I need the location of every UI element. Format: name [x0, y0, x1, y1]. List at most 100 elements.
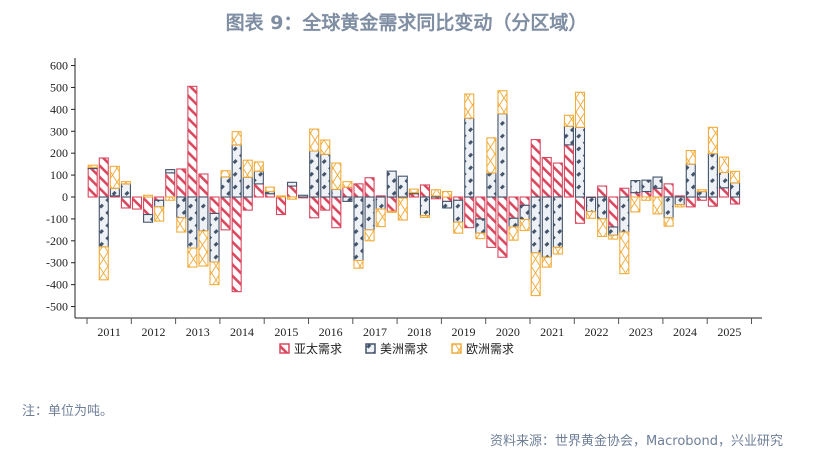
- bar-亚太需求-2023Q3: [641, 190, 652, 198]
- bar-美洲需求-2017Q2: [364, 196, 375, 231]
- bar-欧洲需求-2020Q3: [508, 226, 519, 241]
- bar-欧洲需求-2020Q2: [497, 90, 508, 115]
- bar-亚太需求-2014Q1: [220, 196, 231, 231]
- bar-亚太需求-2018Q3: [419, 184, 431, 198]
- legend-label-0: 亚太需求: [294, 341, 342, 356]
- bar-欧洲需求-2020Q4: [519, 219, 530, 232]
- bar-欧洲需求-2014Q3: [242, 159, 253, 178]
- bar-美洲需求-2012Q3: [154, 199, 165, 208]
- legend-swatch-0: [279, 343, 290, 354]
- bar-美洲需求-2024Q1: [663, 196, 674, 219]
- bar-欧洲需求-2021Q3: [552, 246, 563, 255]
- bar-亚太需求-2019Q3: [464, 196, 475, 229]
- bar-美洲需求-2018Q3: [419, 196, 431, 217]
- bar-欧洲需求-2021Q1: [530, 252, 541, 297]
- x-tick-label: 2020: [496, 325, 520, 339]
- bar-欧洲需求-2019Q4: [475, 232, 486, 240]
- bar-亚太需求-2013Q2: [187, 85, 198, 198]
- bar-欧洲需求-2011Q1: [87, 164, 98, 168]
- bar-欧洲需求-2014Q1: [220, 170, 231, 178]
- bar-欧洲需求-2013Q4: [209, 261, 220, 286]
- bar-欧洲需求-2012Q3: [154, 206, 165, 222]
- axes-layer: 600 500 400 300 200 100 0 -100 -200 -300 -400 -500 2…: [46, 58, 762, 339]
- bar-欧洲需求-2023Q1: [619, 231, 630, 275]
- bar-欧洲需求-2022Q3: [597, 218, 608, 237]
- bar-欧洲需求-2013Q2: [187, 247, 198, 268]
- bar-美洲需求-2014Q2: [231, 144, 242, 198]
- source-note: 资料来源：世界黄金协会，Macrobond，兴业研究: [489, 434, 783, 449]
- x-tick-label: 2025: [717, 325, 741, 339]
- x-tick-label: 2011: [97, 325, 121, 339]
- legend-swatch-2: [451, 343, 462, 354]
- bar-亚太需求-2022Q3: [597, 185, 608, 198]
- bar-美洲需求-2022Q2: [586, 196, 597, 213]
- x-tick-label: 2016: [319, 325, 343, 339]
- bar-欧洲需求-2021Q2: [541, 256, 552, 268]
- bar-美洲需求-2023Q4: [652, 176, 663, 189]
- bar-欧洲需求-2016Q1: [309, 128, 320, 152]
- bar-亚太需求-2025Q3: [729, 196, 741, 205]
- bar-亚太需求-2017Q1: [353, 183, 364, 198]
- x-tick-label: 2014: [230, 325, 254, 339]
- y-tick-label: 200: [50, 146, 68, 160]
- bar-欧洲需求-2018Q4: [430, 189, 442, 197]
- bar-亚太需求-2012Q2: [143, 196, 154, 216]
- y-tick-label: -200: [46, 234, 68, 248]
- x-tick-label: 2021: [540, 325, 564, 339]
- bar-美洲需求-2025Q2: [718, 171, 730, 189]
- bar-亚太需求-2020Q3: [508, 196, 519, 219]
- bar-亚太需求-2020Q4: [519, 196, 530, 206]
- legend-label-2: 欧洲需求: [466, 342, 514, 356]
- bars-layer: [87, 85, 741, 297]
- bar-美洲需求-2016Q3: [331, 188, 342, 198]
- bar-美洲需求-2015Q3: [286, 181, 298, 187]
- bar-美洲需求-2025Q1: [707, 153, 718, 198]
- bar-美洲需求-2023Q2: [630, 180, 641, 194]
- bar-欧洲需求-2016Q3: [331, 162, 342, 190]
- x-tick-label: 2017: [363, 325, 387, 339]
- bar-美洲需求-2019Q1: [442, 200, 453, 209]
- bar-亚太需求-2011Q2: [98, 157, 109, 198]
- bar-欧洲需求-2017Q2: [364, 229, 375, 242]
- bar-美洲需求-2017Q1: [353, 196, 364, 262]
- bar-亚太需求-2021Q4: [563, 144, 574, 198]
- bar-亚太需求-2019Q4: [475, 196, 486, 220]
- bar-美洲需求-2016Q2: [320, 153, 331, 198]
- y-tick-label: -500: [46, 300, 68, 314]
- bar-欧洲需求-2025Q3: [729, 170, 741, 184]
- x-tick-label: 2013: [186, 325, 210, 339]
- bar-欧洲需求-2011Q3: [109, 165, 120, 189]
- bar-亚太需求-2025Q1: [707, 196, 718, 207]
- bar-亚太需求-2015Q2: [275, 196, 287, 216]
- bar-欧洲需求-2023Q2: [630, 196, 641, 213]
- bar-亚太需求-2015Q3: [286, 185, 298, 198]
- bar-欧洲需求-2018Q2: [408, 188, 419, 194]
- bar-美洲需求-2021Q1: [530, 196, 541, 254]
- bar-欧洲需求-2012Q2: [143, 194, 154, 198]
- bar-亚太需求-2014Q3: [242, 196, 253, 211]
- bar-美洲需求-2013Q4: [209, 212, 220, 263]
- y-tick-label: 100: [50, 168, 68, 182]
- bar-亚太需求-2017Q2: [364, 177, 375, 198]
- x-tick-label: 2015: [274, 325, 298, 339]
- bar-美洲需求-2013Q3: [198, 196, 209, 232]
- bar-欧洲需求-2019Q2: [453, 221, 464, 234]
- bar-亚太需求-2013Q4: [209, 196, 220, 214]
- bar-欧洲需求-2022Q2: [586, 211, 597, 219]
- bar-美洲需求-2020Q4: [519, 204, 530, 221]
- bar-亚太需求-2011Q4: [120, 196, 131, 209]
- bar-美洲需求-2023Q1: [619, 196, 630, 233]
- bar-美洲需求-2024Q3: [685, 163, 696, 198]
- bar-欧洲需求-2013Q1: [176, 217, 187, 233]
- bar-亚太需求-2016Q1: [309, 196, 320, 219]
- bar-亚太需求-2014Q2: [231, 196, 242, 293]
- bar-欧洲需求-2017Q1: [353, 259, 364, 269]
- bar-美洲需求-2012Q2: [143, 213, 154, 223]
- bar-欧洲需求-2020Q1: [486, 137, 497, 174]
- bar-美洲需求-2020Q3: [508, 217, 519, 228]
- bar-欧洲需求-2018Q3: [419, 215, 431, 218]
- bar-欧洲需求-2017Q4: [386, 210, 397, 213]
- bar-美洲需求-2024Q2: [674, 196, 685, 206]
- bar-欧洲需求-2016Q2: [320, 139, 331, 155]
